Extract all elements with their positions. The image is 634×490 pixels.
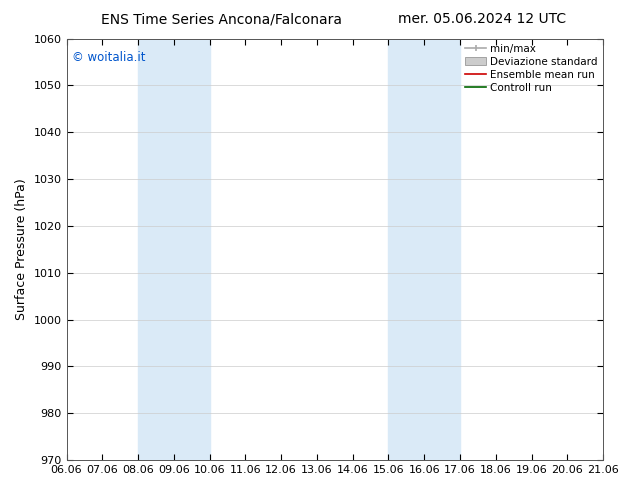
Y-axis label: Surface Pressure (hPa): Surface Pressure (hPa) <box>15 178 28 320</box>
Bar <box>389 39 460 460</box>
Text: mer. 05.06.2024 12 UTC: mer. 05.06.2024 12 UTC <box>398 12 566 26</box>
Text: © woitalia.it: © woitalia.it <box>72 51 145 64</box>
Text: ENS Time Series Ancona/Falconara: ENS Time Series Ancona/Falconara <box>101 12 342 26</box>
Legend: min/max, Deviazione standard, Ensemble mean run, Controll run: min/max, Deviazione standard, Ensemble m… <box>463 42 600 95</box>
Bar <box>138 39 210 460</box>
